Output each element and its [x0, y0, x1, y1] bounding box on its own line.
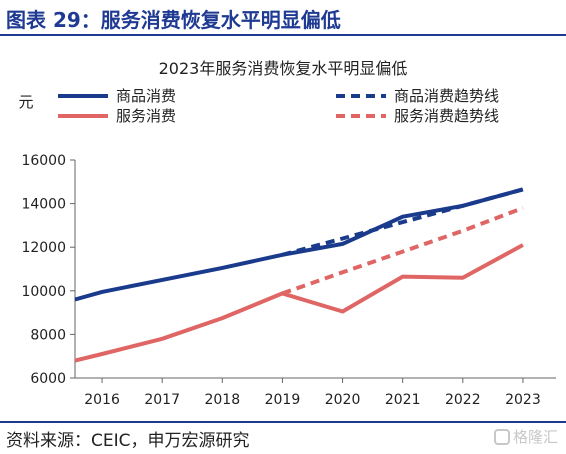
y-tick-label: 6000 [30, 371, 66, 387]
y-tick-label: 12000 [21, 240, 66, 256]
y-tick-label: 10000 [21, 284, 66, 300]
legend-label-1: 商品消费趋势线 [394, 87, 499, 105]
x-tick-label: 2018 [204, 392, 240, 408]
x-tick-label: 2019 [265, 392, 301, 408]
legend-label-0: 商品消费 [116, 87, 176, 105]
footer-divider [0, 421, 566, 423]
figure-title: 图表 29：服务消费恢复水平明显偏低 [6, 8, 341, 32]
watermark-text: 格隆汇 [512, 428, 558, 446]
x-tick-label: 2020 [325, 392, 361, 408]
series-line-1 [281, 187, 524, 257]
watermark-logo-icon [493, 429, 510, 445]
legend-label-3: 服务消费趋势线 [394, 107, 499, 125]
x-tick-label: 2022 [445, 392, 481, 408]
x-tick-label: 2021 [385, 392, 421, 408]
source-note: 资料来源：CEIC，申万宏源研究 [6, 431, 250, 451]
y-tick-label: 8000 [30, 327, 66, 343]
legend-label-2: 服务消费 [116, 107, 176, 125]
x-tick-label: 2017 [144, 392, 180, 408]
chart-title: 2023年服务消费恢复水平明显偏低 [159, 59, 408, 78]
header-divider [0, 34, 566, 36]
x-tick-label: 2016 [84, 392, 120, 408]
y-axis-label: 元 [18, 93, 33, 111]
series-line-2 [74, 243, 524, 363]
figure-header: 图表 29：服务消费恢复水平明显偏低 [0, 0, 566, 36]
y-tick-label: 16000 [21, 153, 66, 169]
y-tick-label: 14000 [21, 197, 66, 213]
series-line-3 [281, 206, 524, 296]
x-tick-label: 2023 [505, 392, 541, 408]
watermark: 格隆汇 [493, 426, 558, 447]
